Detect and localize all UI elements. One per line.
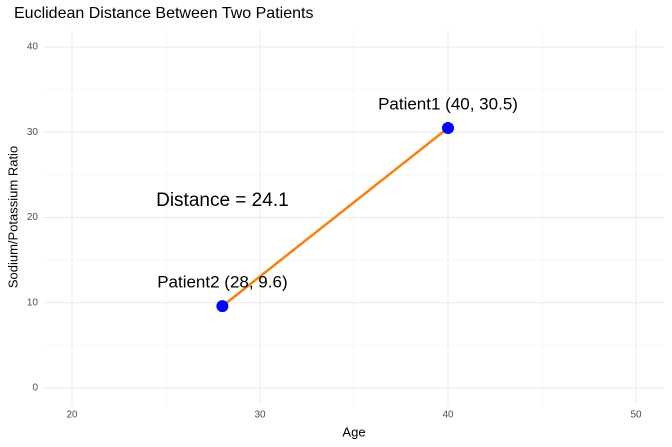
y-tick-label: 40 xyxy=(27,42,39,53)
y-axis-label: Sodium/Potassium Ratio xyxy=(5,146,20,288)
y-tick-label: 20 xyxy=(27,212,39,223)
x-tick-label: 50 xyxy=(630,410,642,421)
point-label: Patient2 (28, 9.6) xyxy=(157,273,287,292)
point xyxy=(442,122,454,135)
x-axis-label: Age xyxy=(342,424,365,439)
x-tick-label: 40 xyxy=(442,410,454,421)
point xyxy=(216,300,229,313)
x-tick-label: 30 xyxy=(254,410,266,421)
chart-title: Euclidean Distance Between Two Patients xyxy=(14,5,313,22)
y-tick-label: 10 xyxy=(27,297,39,308)
distance-annotation: Distance = 24.1 xyxy=(156,190,289,211)
y-tick-label: 0 xyxy=(32,383,38,394)
x-tick-label: 20 xyxy=(66,410,78,421)
point-label: Patient1 (40, 30.5) xyxy=(378,94,518,113)
y-tick-label: 30 xyxy=(27,127,39,138)
distance-line xyxy=(221,127,449,308)
